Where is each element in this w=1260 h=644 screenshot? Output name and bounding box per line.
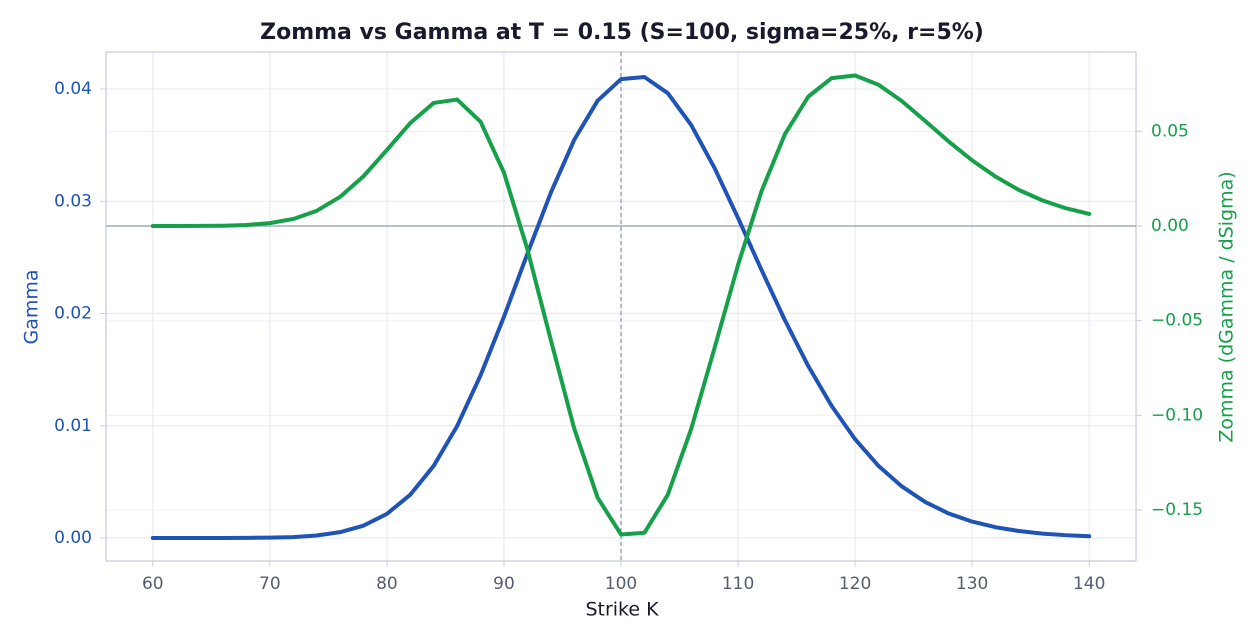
y-tick-label: 0.02 [54, 304, 92, 324]
x-axis-label: Strike K [585, 599, 659, 621]
y-tick-label: 0.03 [54, 191, 92, 211]
x-tick-label: 60 [142, 574, 164, 594]
chart-title: Zomma vs Gamma at T = 0.15 (S=100, sigma… [260, 20, 984, 45]
y2-tick-label: 0.00 [1151, 216, 1189, 236]
line-series [150, 75, 1092, 540]
y2-tick-label: −0.05 [1151, 311, 1203, 331]
x-tick-label: 130 [956, 574, 988, 594]
y-axis-label: Gamma [21, 269, 43, 344]
y2-axis-label: Zomma (dGamma / dSigma) [1216, 171, 1238, 442]
x-tick-label: 140 [1073, 574, 1105, 594]
y-tick-label: 0.01 [54, 416, 92, 436]
y2-tick-label: −0.10 [1151, 405, 1203, 425]
x-tick-label: 90 [493, 574, 515, 594]
y2-tick-label: 0.05 [1151, 121, 1189, 141]
x-tick-label: 120 [839, 574, 871, 594]
x-tick-label: 110 [722, 574, 754, 594]
x-tick-label: 80 [376, 574, 398, 594]
y-tick-label: 0.04 [54, 79, 92, 99]
line-series [150, 73, 1092, 537]
x-tick-label: 100 [605, 574, 637, 594]
y-tick-label: 0.00 [54, 528, 92, 548]
x-tick-label: 70 [259, 574, 281, 594]
y2-tick-label: −0.15 [1151, 500, 1203, 520]
